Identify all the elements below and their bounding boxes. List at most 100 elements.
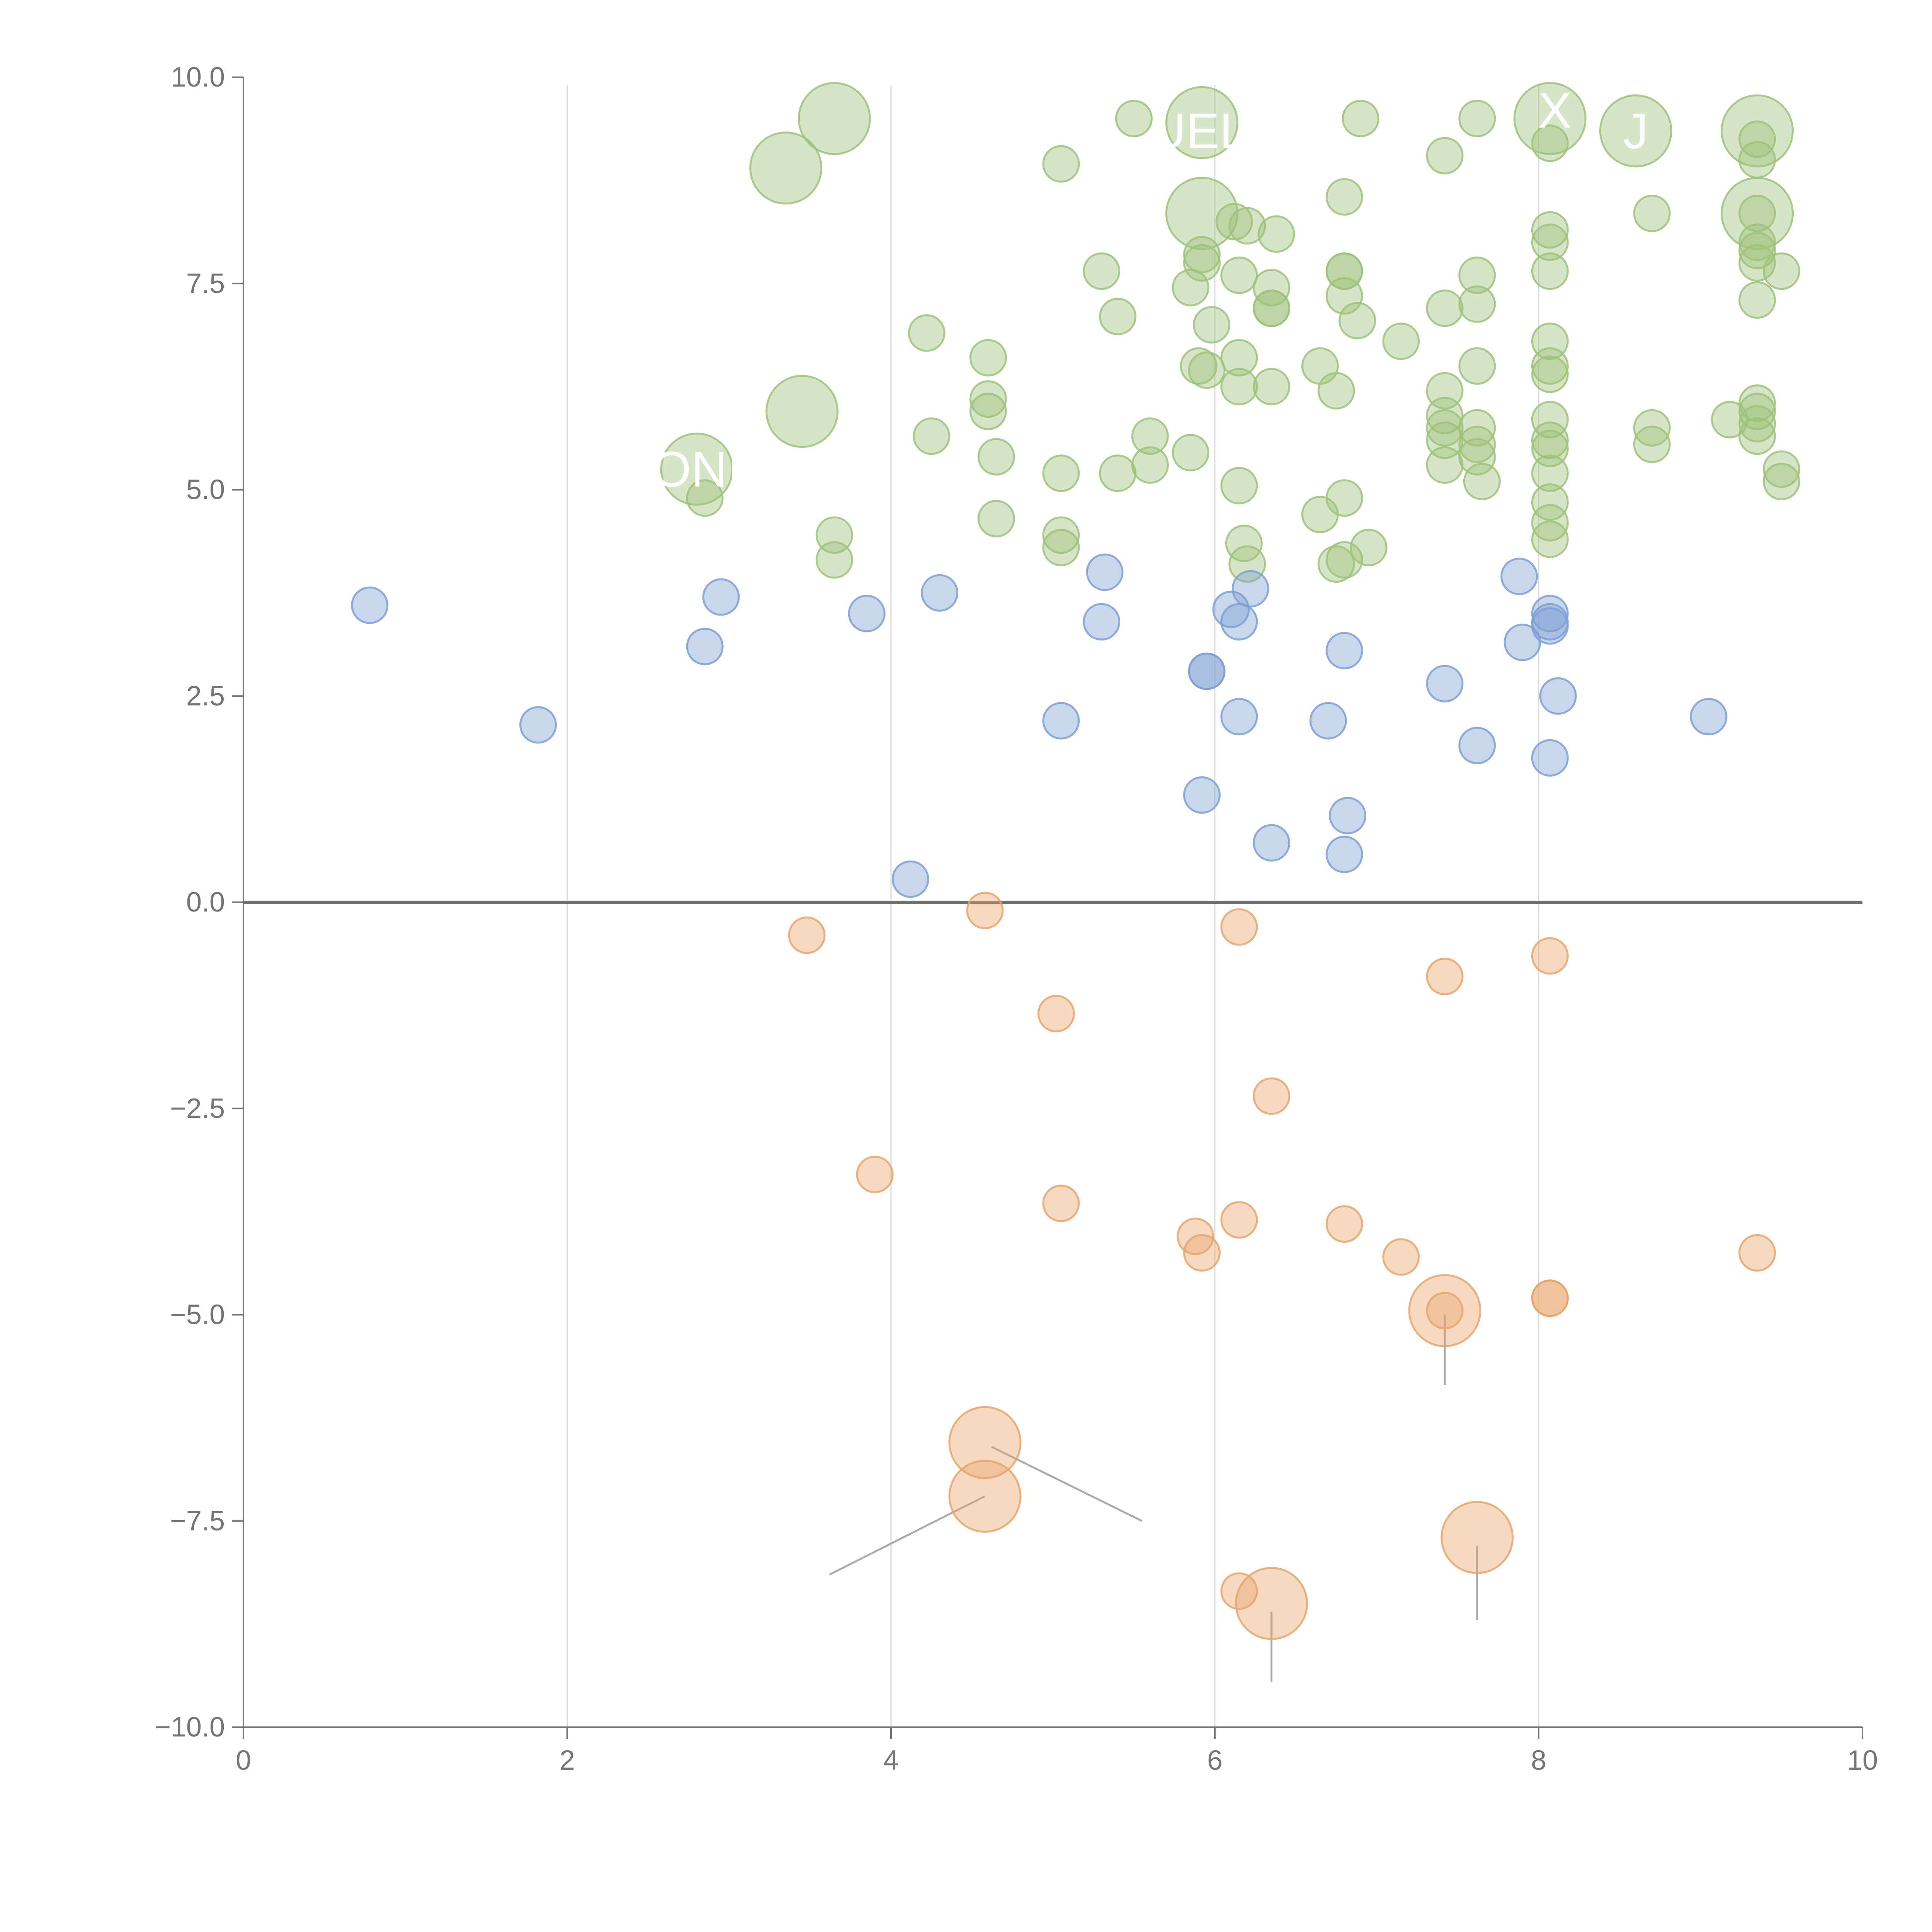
green-data-point xyxy=(1738,244,1776,282)
point-labels: ONI UEL X J xyxy=(652,82,1648,497)
green-data-point xyxy=(1426,446,1464,484)
x-tick-label: 2 xyxy=(560,1745,575,1776)
green-data-point xyxy=(1458,438,1496,476)
blue-data-point xyxy=(1042,702,1080,740)
green-data-point xyxy=(1531,454,1569,492)
y-tick-label: −7.5 xyxy=(170,1505,225,1536)
orange-data-point xyxy=(1531,1279,1569,1317)
green-data-point xyxy=(1042,145,1080,183)
orange-data-point xyxy=(1253,1077,1291,1115)
green-data-point xyxy=(1228,545,1266,583)
blue-data-point xyxy=(702,578,740,616)
green-data-point xyxy=(1738,281,1776,319)
green-data-point xyxy=(1317,372,1355,410)
green-data-point xyxy=(1738,194,1776,232)
green-data-point xyxy=(1215,203,1253,241)
blue-data-point xyxy=(1539,677,1577,715)
green-data-point xyxy=(1721,94,1794,168)
green-data-point xyxy=(1458,425,1496,463)
green-data-point xyxy=(1220,339,1258,377)
orange-data-point xyxy=(1037,995,1075,1032)
blue-data-point xyxy=(1531,595,1569,633)
green-data-point xyxy=(1115,100,1153,138)
green-data-point xyxy=(1633,425,1671,463)
green-data-point xyxy=(660,432,733,506)
blue-data-point xyxy=(1220,698,1258,736)
orange-data-point xyxy=(948,1459,1022,1533)
green-data-point xyxy=(1338,302,1376,340)
green-data-point xyxy=(1763,450,1800,488)
orange-data-point xyxy=(1382,1238,1420,1276)
y-tick-label: 5.0 xyxy=(186,474,225,505)
green-data-point xyxy=(1183,244,1221,282)
green-data-point xyxy=(1099,454,1137,492)
green-data-point xyxy=(1531,504,1569,542)
green-data-point xyxy=(977,438,1015,476)
y-tick-label: 7.5 xyxy=(186,268,225,299)
leader-line xyxy=(829,1495,986,1576)
green-data-point xyxy=(969,393,1007,430)
x-tick-label: 10 xyxy=(1847,1745,1878,1776)
green-data-point xyxy=(1253,368,1291,406)
green-data-point xyxy=(765,375,839,448)
blue-data-point xyxy=(351,586,389,624)
x-tick-label: 4 xyxy=(883,1745,899,1776)
green-data-point xyxy=(1513,82,1587,155)
green-data-point xyxy=(1531,421,1569,459)
green-data-point xyxy=(1253,289,1291,327)
orange-data-point xyxy=(1042,1184,1080,1222)
blue-data-point xyxy=(686,628,724,665)
blue-data-point xyxy=(848,595,886,633)
green-data-point xyxy=(1738,223,1776,261)
x-axis-ticks: 0 2 4 6 8 10 xyxy=(236,1727,1878,1776)
green-data-point xyxy=(1099,298,1137,335)
orange-data-point xyxy=(1440,1501,1514,1574)
green-data-point xyxy=(1257,215,1295,253)
orange-data-point xyxy=(1220,908,1258,946)
green-data-point xyxy=(1463,463,1501,500)
green-data-point xyxy=(1531,520,1569,558)
y-tick-label: 2.5 xyxy=(186,680,225,711)
green-data-point xyxy=(1531,355,1569,393)
green-data-point xyxy=(969,339,1007,377)
orange-data-point xyxy=(1531,937,1569,975)
y-tick-label: 0.0 xyxy=(186,887,225,918)
green-data-point xyxy=(1228,207,1266,245)
blue-data-point xyxy=(1325,835,1363,873)
orange-data-point xyxy=(1183,1234,1221,1272)
point-label: J xyxy=(1623,103,1648,159)
point-label: X xyxy=(1538,82,1572,138)
green-data-point xyxy=(1738,417,1776,455)
green-data-point xyxy=(798,82,871,155)
green-data-point xyxy=(1458,409,1496,447)
blue-data-point xyxy=(1309,702,1347,740)
blue-data-point xyxy=(921,574,959,612)
green-data-point xyxy=(1738,405,1776,443)
orange-data-point xyxy=(1426,957,1464,995)
blue-data-point xyxy=(1253,824,1291,862)
green-data-point xyxy=(1325,479,1363,517)
x-tick-label: 8 xyxy=(1531,1745,1546,1776)
green-data-point xyxy=(1738,384,1776,422)
green-data-point xyxy=(1325,178,1363,216)
orange-data-point xyxy=(966,891,1004,929)
leader-line xyxy=(801,394,851,412)
green-data-point xyxy=(1253,269,1291,306)
green-data-point xyxy=(1599,94,1672,168)
green-data-point xyxy=(1382,322,1420,360)
y-axis-ticks: 10.0 7.5 5.0 2.5 0.0 −2.5 −5.0 −7.5 −10.0 xyxy=(155,62,243,1743)
blue-data-point xyxy=(1183,776,1221,814)
green-data-point xyxy=(1042,454,1080,492)
orange-data-point xyxy=(1738,1234,1776,1272)
green-data-point xyxy=(1531,223,1569,261)
green-data-point xyxy=(1531,211,1569,249)
blue-data-point xyxy=(1426,665,1464,702)
x-tick-label: 0 xyxy=(236,1745,251,1776)
blue-data-point xyxy=(1325,632,1363,670)
green-data-point xyxy=(1342,100,1379,138)
green-data-point xyxy=(1131,446,1169,484)
data-points xyxy=(351,82,1800,1640)
leader-line xyxy=(745,175,786,202)
blue-data-point xyxy=(1531,607,1569,645)
green-data-point xyxy=(1738,231,1776,269)
